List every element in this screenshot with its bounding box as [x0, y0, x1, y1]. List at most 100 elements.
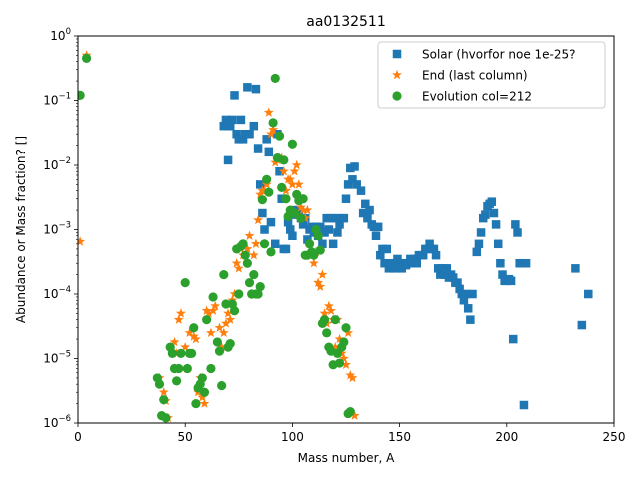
data-point-series-1: [260, 225, 269, 234]
data-point-series-3: [182, 363, 192, 374]
data-point-series-1: [498, 270, 507, 279]
data-point-series-3: [296, 213, 306, 223]
data-point-series-2: [343, 327, 354, 338]
data-point-series-1: [322, 213, 331, 223]
data-point-series-1: [388, 258, 398, 268]
data-point-series-1: [378, 244, 387, 254]
data-point-series-3: [274, 131, 285, 141]
data-point-series-1: [219, 121, 229, 131]
data-point-series-1: [331, 213, 340, 223]
data-point-series-1: [339, 213, 349, 223]
data-point-series-1: [463, 304, 473, 313]
data-point-series-1: [391, 264, 400, 273]
data-point-series-3: [174, 363, 184, 374]
data-point-series-3: [199, 387, 210, 397]
data-point-series-2: [199, 398, 210, 408]
data-point-series-1: [438, 264, 447, 273]
data-point-series-2: [266, 129, 276, 139]
data-point-series-1: [412, 258, 422, 268]
data-point-series-2: [313, 277, 324, 287]
chart-title: aa0132511: [306, 14, 386, 30]
data-point-series-3: [81, 53, 92, 63]
data-point-series-2: [287, 179, 298, 189]
data-point-series-1: [221, 115, 231, 125]
data-point-series-3: [159, 395, 169, 405]
data-point-series-3: [167, 348, 177, 358]
data-point-series-1: [440, 270, 449, 279]
data-point-series-3: [253, 289, 263, 299]
data-point-series-2: [281, 185, 291, 195]
data-point-series-1: [316, 222, 325, 232]
data-point-series-1: [584, 289, 593, 299]
data-point-series-1: [228, 115, 237, 125]
data-point-series-3: [154, 379, 165, 389]
y-axis: 10−6 10−5 10−4 10−3 10−2 10−1 100: [43, 27, 78, 430]
data-point-series-2: [184, 327, 195, 338]
data-point-series-1: [508, 334, 518, 344]
data-point-series-1: [303, 235, 312, 244]
data-point-series-1: [425, 239, 434, 249]
data-point-series-1: [286, 225, 295, 234]
data-point-series-3: [277, 182, 287, 192]
data-point-series-1: [234, 135, 244, 144]
data-point-series-1: [519, 400, 529, 410]
data-point-series-1: [517, 258, 527, 268]
data-point-series-3: [270, 73, 280, 84]
data-point-series-1: [225, 121, 235, 131]
data-point-series-1: [418, 250, 428, 260]
data-point-series-1: [266, 217, 276, 227]
y-tick-label: 10−3: [43, 221, 71, 237]
legend-label-2: End (last column): [422, 69, 528, 83]
data-point-series-2: [319, 308, 330, 318]
data-point-series-3: [161, 413, 171, 423]
data-point-series-2: [285, 174, 296, 184]
data-point-series-2: [223, 308, 234, 318]
data-point-series-2: [308, 258, 319, 268]
data-point-series-1: [255, 180, 265, 189]
data-point-series-1: [513, 228, 522, 237]
data-point-series-3: [176, 348, 186, 358]
data-point-series-1: [577, 320, 587, 330]
data-point-series-3: [225, 339, 235, 349]
data-point-series-2: [291, 159, 302, 170]
data-point-series-1: [496, 258, 505, 268]
data-point-series-1: [408, 258, 417, 268]
data-point-series-3: [345, 407, 355, 417]
data-point-series-3: [189, 323, 199, 333]
legend-label-3: Evolution col=212: [422, 90, 532, 104]
data-point-series-3: [78, 90, 85, 100]
data-point-series-1: [397, 264, 406, 273]
legend-marker-2: [392, 69, 402, 80]
data-point-series-1: [249, 121, 259, 131]
data-point-series-2: [338, 353, 349, 363]
data-point-series-1: [380, 258, 389, 268]
data-point-series-3: [172, 376, 182, 386]
data-point-series-1: [328, 239, 338, 249]
data-point-series-1: [281, 244, 291, 254]
data-point-series-1: [487, 197, 497, 206]
data-point-series-1: [230, 91, 239, 100]
data-point-series-2: [326, 305, 336, 315]
data-point-series-1: [474, 239, 484, 249]
data-point-series-2: [210, 300, 221, 311]
data-point-series-1: [468, 289, 477, 299]
data-point-series-2: [330, 341, 341, 352]
data-point-series-2: [214, 322, 225, 332]
data-point-series-3: [298, 194, 308, 204]
data-point-series-1: [251, 84, 261, 94]
data-point-series-2: [190, 333, 201, 344]
data-point-series-2: [208, 305, 219, 315]
data-point-series-1: [466, 315, 475, 324]
y-tick-label: 10−1: [43, 92, 71, 108]
data-point-series-2: [317, 269, 328, 279]
data-point-series-3: [304, 239, 315, 249]
data-point-series-1: [455, 284, 464, 294]
data-point-series-1: [457, 289, 467, 299]
x-tick-label: 50: [178, 430, 193, 444]
legend-marker-1: [392, 49, 402, 59]
data-point-series-3: [229, 306, 240, 316]
data-point-series-1: [253, 144, 263, 153]
data-point-series-1: [335, 220, 344, 229]
data-point-series-1: [350, 162, 359, 171]
